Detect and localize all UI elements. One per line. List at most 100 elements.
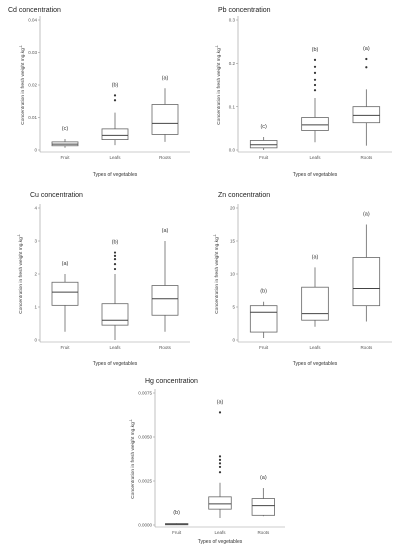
iqr-box: [352, 106, 381, 124]
iqr-box: [101, 128, 129, 140]
y-tick-label: 3: [34, 239, 37, 244]
group-letter: (a): [62, 261, 69, 267]
x-axis-label: Types of vegetables: [93, 361, 138, 367]
box-leafs: (b) Leafs: [101, 82, 129, 160]
iqr-box: [352, 257, 381, 307]
y-tick-label: 0.2: [229, 61, 236, 66]
outlier-point: [218, 471, 222, 474]
y-axis-label: Concentration in fresh weight mg.kg-1: [19, 45, 26, 125]
y-tick-label: 10: [230, 272, 236, 277]
outlier-point: [113, 94, 117, 97]
y-axis-label-unit-sup: -1: [213, 234, 217, 237]
group-letter: (a): [312, 254, 319, 260]
group-letter: (a): [162, 75, 169, 81]
panel-title: Pb concentration: [218, 7, 271, 14]
outlier-point: [313, 89, 317, 92]
y-axis-label-unit-sup: -1: [129, 419, 133, 422]
group-letter: (b): [312, 47, 319, 53]
category-label: Fruit: [259, 345, 269, 350]
x-axis-label: Types of vegetables: [198, 539, 243, 545]
outlier-point: [113, 258, 117, 261]
outlier-point: [365, 57, 368, 61]
panel-2: Pb concentration 0.0 0.1 0.2 0.3 Concentratio…: [215, 7, 392, 178]
group-letter: (a): [260, 475, 267, 481]
y-tick-label: 2: [34, 272, 37, 277]
iqr-box: [151, 104, 179, 135]
outlier-point: [218, 465, 222, 469]
y-tick-label: 0.0050: [138, 435, 152, 440]
y-tick-label: 0.1: [229, 104, 236, 109]
y-axis-label-unit-sup: -1: [215, 45, 219, 48]
y-axis-label-unit-sup: -1: [17, 234, 21, 237]
box-fruit: (c) Fruit: [51, 126, 79, 160]
category-label: Roots: [360, 155, 373, 160]
outlier-point: [218, 411, 222, 414]
iqr-box: [249, 140, 278, 149]
box-roots: (a) Roots: [352, 46, 381, 160]
panel-1: Cd concentration 0 0.01 0.02 0.03 0.04 Concent…: [8, 7, 190, 178]
category-label: Roots: [159, 345, 172, 350]
y-tick-label: 0.03: [28, 50, 37, 55]
group-letter: (b): [260, 289, 267, 295]
box-fruit: (b) Fruit: [249, 289, 278, 350]
box-fruit: (b) Fruit: [164, 510, 189, 535]
y-axis-label-unit-sup: -1: [19, 45, 23, 48]
category-label: Roots: [159, 155, 172, 160]
category-label: Fruit: [172, 530, 182, 535]
y-tick-label: 0.0075: [138, 391, 152, 396]
category-label: Leafs: [109, 345, 121, 350]
y-tick-label: 0.02: [28, 83, 37, 88]
panel-4: Zn concentration 0 5 10 15 20 Concentration in…: [213, 192, 392, 367]
category-label: Fruit: [259, 155, 269, 160]
y-tick-label: 0: [34, 338, 37, 343]
y-tick-label: 0.0: [229, 148, 236, 153]
y-tick-label: 20: [230, 206, 236, 211]
iqr-box: [101, 303, 129, 326]
group-letter: (c): [62, 126, 69, 132]
iqr-box: [151, 285, 179, 316]
box-leafs: (a) Leafs: [301, 254, 329, 350]
y-tick-label: 5: [232, 305, 235, 310]
panel-5: Hg concentration 0.0000 0.0025 0.0050 0.0075…: [129, 378, 285, 545]
iqr-box: [301, 117, 329, 131]
box-leafs: (b) Leafs: [101, 240, 129, 350]
category-label: Leafs: [309, 155, 321, 160]
category-label: Roots: [360, 345, 373, 350]
group-letter: (b): [112, 82, 119, 88]
iqr-box: [249, 305, 278, 333]
iqr-box: [208, 496, 232, 510]
y-tick-label: 0: [232, 338, 235, 343]
outlier-point: [313, 71, 317, 74]
y-axis-label: Concentration in fresh weight mg.kg-1: [215, 45, 222, 125]
box-leafs: (a) Leafs: [208, 399, 232, 535]
y-axis-label: Concentration in fresh weight mg.kg-1: [213, 234, 220, 314]
category-label: Leafs: [309, 345, 321, 350]
y-tick-label: 0: [34, 148, 37, 153]
group-letter: (a): [363, 212, 370, 218]
box-roots: (a) Roots: [151, 75, 179, 160]
box-roots: (a) Roots: [251, 475, 275, 535]
y-tick-label: 0.01: [28, 115, 37, 120]
iqr-box: [51, 281, 79, 306]
category-label: Fruit: [61, 155, 71, 160]
group-letter: (a): [363, 46, 370, 52]
panel-title: Zn concentration: [218, 192, 270, 199]
y-axis-label: Concentration in fresh weight mg.kg-1: [17, 234, 24, 314]
panel-3: Cu concentration 0 1 2 3 4 Concentration in fr…: [17, 192, 190, 367]
group-letter: (b): [173, 510, 180, 516]
outlier-point: [218, 458, 222, 461]
outlier-point: [113, 254, 117, 257]
outlier-point: [313, 65, 317, 68]
box-roots: (a) Roots: [352, 212, 381, 350]
category-label: Roots: [257, 530, 270, 535]
outlier-point: [113, 251, 117, 254]
outlier-point: [313, 83, 317, 87]
iqr-box: [251, 498, 275, 516]
y-tick-label: 15: [230, 239, 236, 244]
iqr-box: [301, 286, 329, 321]
outlier-point: [113, 99, 117, 102]
outlier-point: [313, 78, 317, 81]
group-letter: (a): [162, 228, 169, 234]
y-tick-label: 4: [34, 206, 37, 211]
